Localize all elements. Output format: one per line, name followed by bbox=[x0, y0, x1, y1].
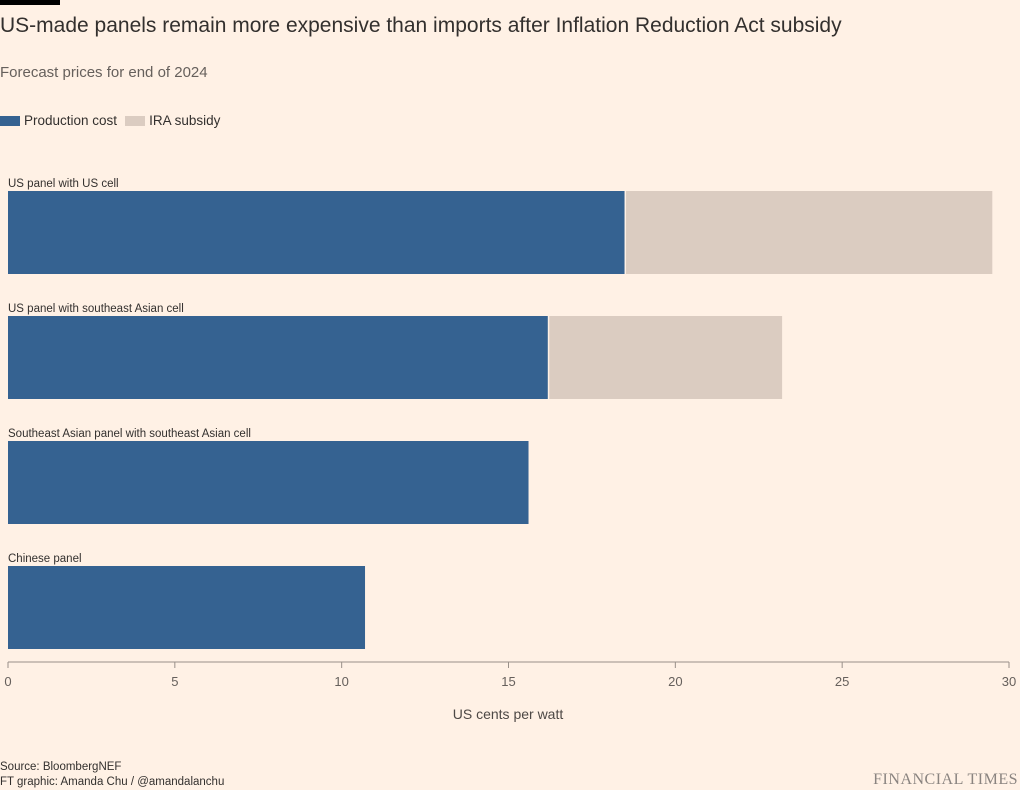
x-tick-label: 15 bbox=[501, 674, 515, 689]
ft-logo: FINANCIAL TIMES bbox=[873, 771, 1018, 788]
chart-title: US-made panels remain more expensive tha… bbox=[0, 14, 842, 37]
x-tick-label: 0 bbox=[4, 674, 11, 689]
bar-production bbox=[8, 566, 366, 649]
bar-production bbox=[8, 441, 529, 524]
category-label: Southeast Asian panel with southeast Asi… bbox=[8, 428, 251, 440]
bar-chart: US panel with US cell US panel with south… bbox=[4, 178, 1016, 722]
source-text: Source: BloombergNEF bbox=[0, 761, 122, 773]
bar-production bbox=[8, 191, 626, 274]
category-label: US panel with southeast Asian cell bbox=[8, 303, 184, 315]
legend-label-production: Production cost bbox=[24, 113, 118, 128]
source-note: Source: BloombergNEF FT graphic: Amanda … bbox=[0, 760, 224, 790]
x-tick-label: 20 bbox=[668, 674, 682, 689]
legend-swatch-production bbox=[0, 115, 20, 126]
x-tick-label: 5 bbox=[171, 674, 178, 689]
chart-subtitle: Forecast prices for end of 2024 bbox=[0, 64, 208, 81]
ft-top-bar bbox=[0, 0, 60, 5]
x-tick-label: 30 bbox=[1002, 674, 1016, 689]
bar-subsidy bbox=[548, 316, 783, 399]
bar-production bbox=[8, 316, 549, 399]
x-tick-label: 10 bbox=[334, 674, 348, 689]
legend-item-production: Production cost bbox=[0, 113, 117, 128]
legend-label-subsidy: IRA subsidy bbox=[149, 113, 221, 128]
legend: Production cost IRA subsidy bbox=[0, 113, 228, 128]
credit-text: FT graphic: Amanda Chu / @amandalanchu bbox=[0, 776, 225, 788]
x-axis-label: US cents per watt bbox=[453, 706, 564, 722]
bar-subsidy bbox=[625, 191, 993, 274]
category-label: Chinese panel bbox=[8, 553, 82, 565]
legend-item-subsidy: IRA subsidy bbox=[125, 113, 220, 128]
category-label: US panel with US cell bbox=[8, 178, 119, 190]
x-tick-label: 25 bbox=[835, 674, 849, 689]
legend-swatch-subsidy bbox=[125, 115, 146, 126]
